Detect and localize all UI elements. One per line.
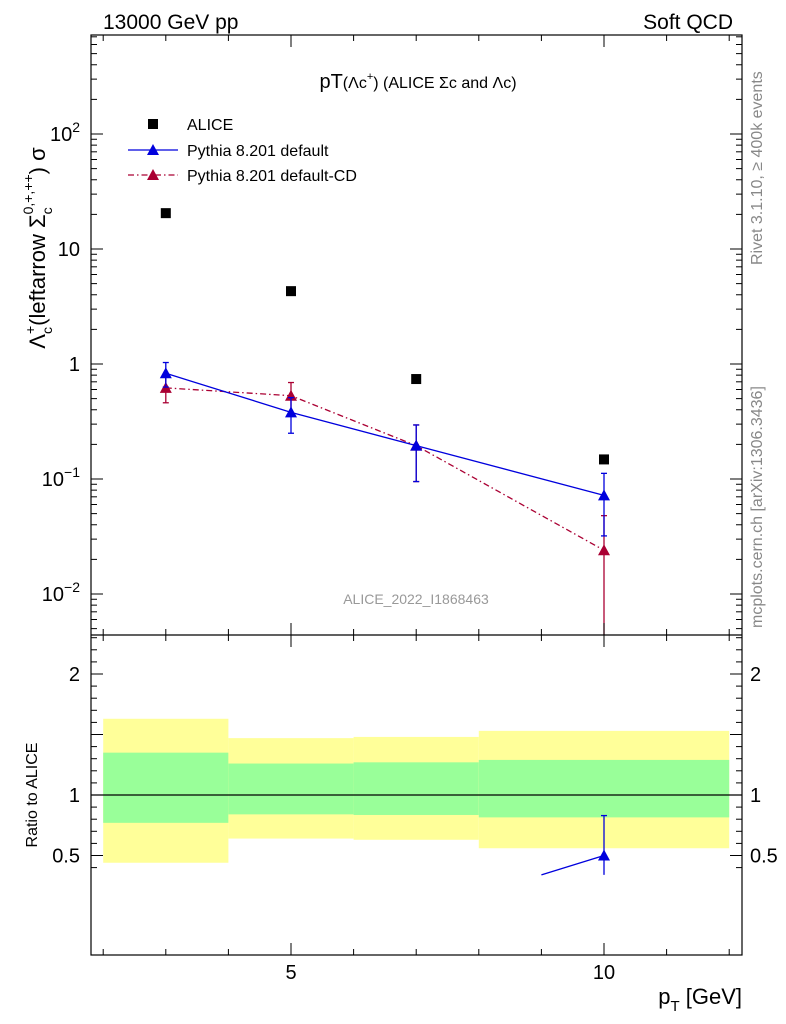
svg-text:Λc+(leftarrow Σc0,+,++) σ: Λc+(leftarrow Σc0,+,++) σ — [20, 147, 55, 349]
legend-label: Pythia 8.201 default — [187, 143, 329, 160]
alice-data-point — [160, 208, 171, 219]
mcplots-label: mcplots.cern.ch [arXiv:1306.3436] — [749, 386, 766, 628]
legend: ALICE Pythia 8.201 default Pythia 8.201 de… — [128, 117, 357, 185]
plot-title: pT(Λc+) (ALICE Σc and Λc) — [319, 71, 516, 93]
legend-marker-cd — [147, 169, 159, 180]
collision-label: 13000 GeV pp — [103, 11, 238, 34]
uncertainty-band-inner — [353, 762, 479, 815]
uncertainty-band-inner — [478, 759, 730, 818]
alice-data-point — [286, 286, 296, 297]
y-tick-label: 102 — [50, 119, 80, 146]
ratio-y-tick-label-right: 2 — [750, 664, 761, 686]
legend-marker-alice — [148, 119, 158, 129]
ratio-series-line — [541, 854, 605, 876]
category-label: Soft QCD — [643, 11, 733, 34]
ratio-y-tick-label: 2 — [69, 664, 80, 686]
pythia-cd-point — [598, 544, 610, 556]
pythia-default-point — [159, 367, 172, 379]
rivet-label: Rivet 3.1.10, ≥ 400k events — [749, 71, 766, 265]
ratio-y-tick-label-right: 1 — [750, 785, 761, 807]
ratio-ylabel: Ratio to ALICE — [24, 743, 41, 848]
uncertainty-band-inner — [103, 752, 229, 823]
ratio-point — [598, 849, 610, 861]
x-tick-label: 5 — [285, 962, 296, 984]
legend-marker-default — [147, 144, 159, 155]
pythia-cd-line — [165, 387, 605, 551]
pythia-default-point — [285, 406, 297, 418]
y-tick-label: 10−1 — [42, 464, 80, 491]
ratio-y-tick-label: 1 — [69, 785, 80, 807]
y-tick-label: 1 — [69, 354, 80, 376]
legend-label: ALICE — [187, 117, 233, 134]
y-tick-label: 10 — [58, 239, 80, 261]
pythia-default-line — [165, 372, 605, 497]
pythia-default-point — [598, 489, 610, 501]
x-tick-label: 10 — [593, 962, 615, 984]
y-tick-label: 10−2 — [42, 579, 80, 606]
legend-label: Pythia 8.201 default-CD — [187, 168, 357, 185]
main-ylabel: Λc+(leftarrow Σc0,+,++) σ — [20, 147, 55, 349]
alice-data-point — [411, 374, 422, 385]
alice-data-point — [599, 454, 609, 465]
uncertainty-band-inner — [228, 763, 354, 815]
ratio-y-tick-label: 0.5 — [52, 846, 80, 868]
x-axis-label: pT [GeV] — [658, 984, 742, 1015]
pythia-default-point — [410, 439, 423, 451]
analysis-watermark: ALICE_2022_I1868463 — [343, 591, 489, 607]
ratio-y-tick-label-right: 0.5 — [750, 846, 778, 868]
